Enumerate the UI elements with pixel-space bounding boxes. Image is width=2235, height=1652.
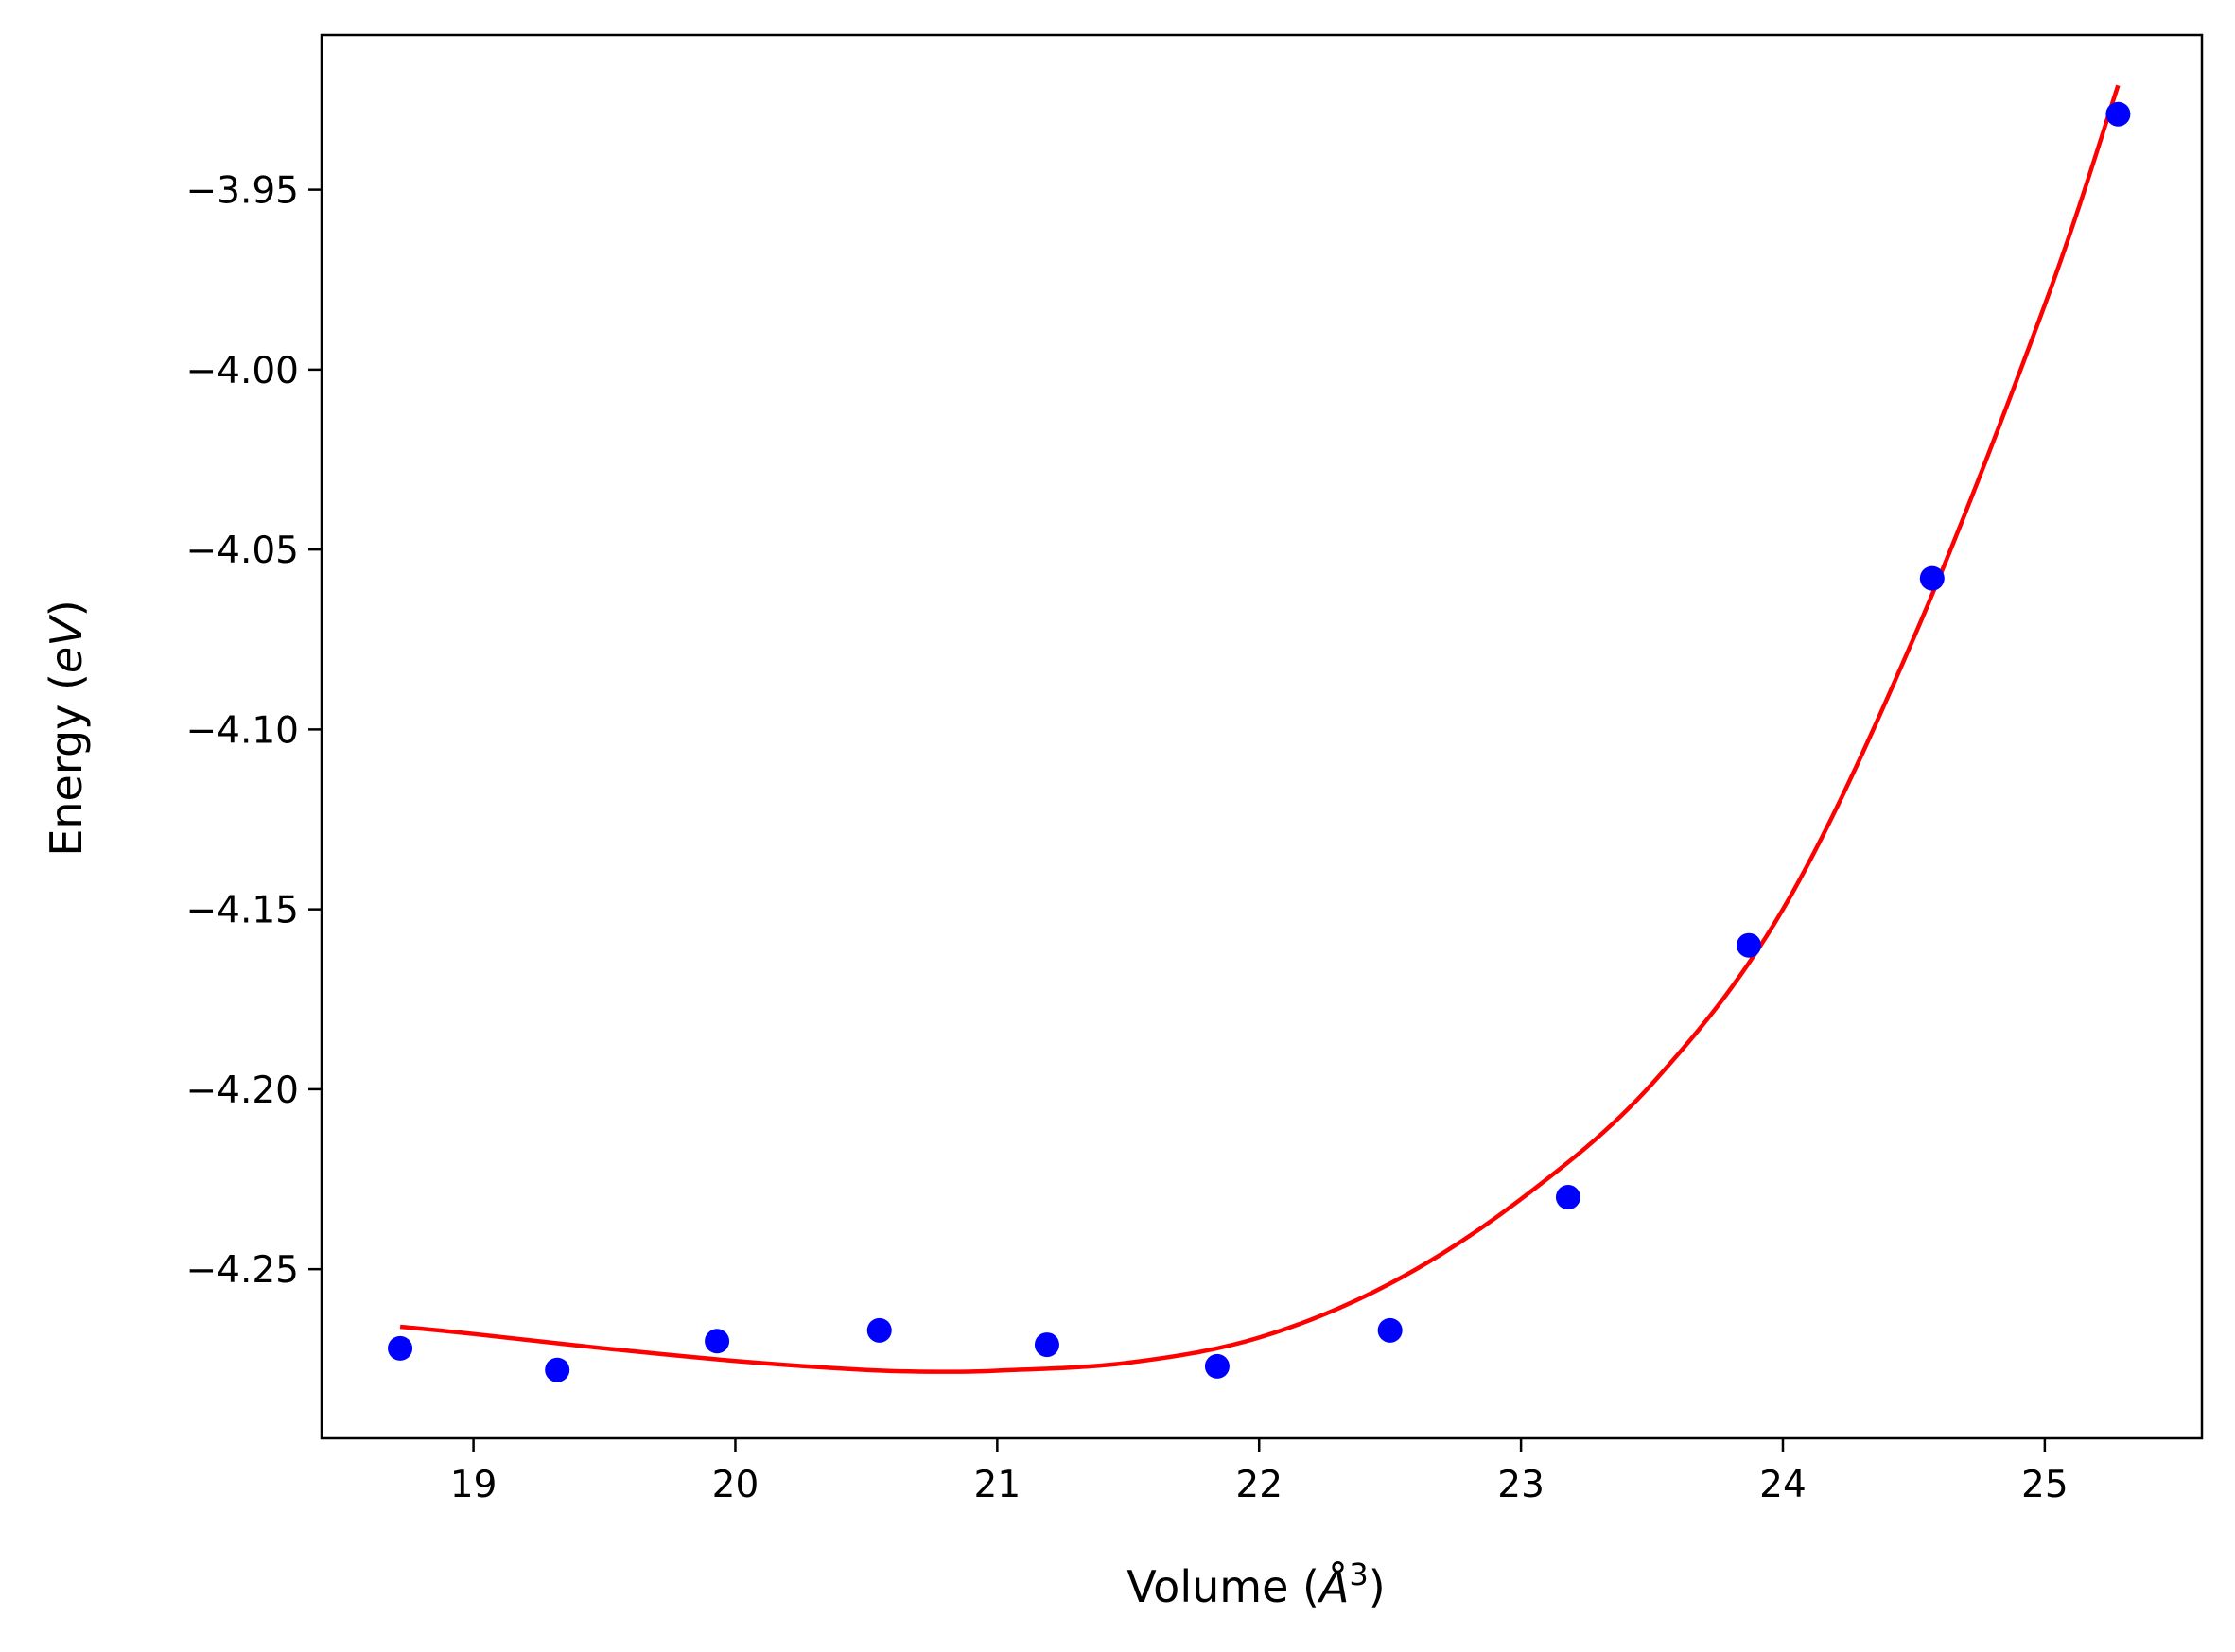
data-point	[1377, 1317, 1403, 1343]
y-tick-label: −4.15	[185, 890, 299, 932]
plot-area	[388, 84, 2131, 1382]
data-point	[1034, 1332, 1059, 1358]
x-tick-label: 23	[1497, 1464, 1545, 1506]
fit-curve	[399, 84, 2121, 1374]
data-point	[388, 1335, 413, 1361]
x-tick-label: 21	[974, 1464, 1021, 1506]
data-point	[705, 1329, 730, 1354]
data-point	[1736, 932, 1761, 958]
data-points	[388, 101, 2131, 1382]
y-axis-ticks: −4.25 −4.20 −4.15 −4.10 −4.05 −4.00 −3.95	[185, 170, 322, 1292]
y-tick-label: −4.00	[185, 350, 299, 392]
y-axis-label-close: )	[41, 600, 92, 617]
y-tick-label: −4.20	[185, 1069, 299, 1112]
x-axis-label: Volume (Å3)	[1126, 1556, 1385, 1612]
y-axis-label-unit: eV	[41, 614, 92, 673]
data-point	[866, 1317, 892, 1343]
data-point	[1919, 565, 1945, 591]
x-axis-label-superscript: 3	[1349, 1556, 1368, 1592]
y-tick-label: −3.95	[185, 170, 299, 213]
x-tick-label: 24	[1759, 1464, 1807, 1506]
y-tick-label: −4.05	[185, 530, 299, 572]
x-tick-label: 22	[1235, 1464, 1283, 1506]
x-axis-label-unit: Å	[1317, 1561, 1349, 1612]
axes-frame	[320, 33, 2204, 1440]
x-axis-label-close: )	[1369, 1561, 1386, 1612]
y-tick-label: −4.25	[185, 1249, 299, 1292]
y-tick-label: −4.10	[185, 709, 299, 752]
data-point	[2105, 101, 2131, 127]
x-axis-ticks: 19 20 21 22 23 24 25	[450, 1438, 2069, 1506]
data-point	[1204, 1353, 1230, 1379]
x-tick-label: 25	[2021, 1464, 2069, 1506]
x-tick-label: 20	[712, 1464, 760, 1506]
x-axis-label-text: Volume (	[1126, 1561, 1319, 1612]
data-point	[545, 1357, 570, 1382]
y-axis-label: Energy (eV)	[41, 600, 92, 856]
x-tick-label: 19	[450, 1464, 498, 1506]
data-point	[1555, 1185, 1580, 1210]
y-axis-label-text: Energy (	[41, 673, 92, 857]
